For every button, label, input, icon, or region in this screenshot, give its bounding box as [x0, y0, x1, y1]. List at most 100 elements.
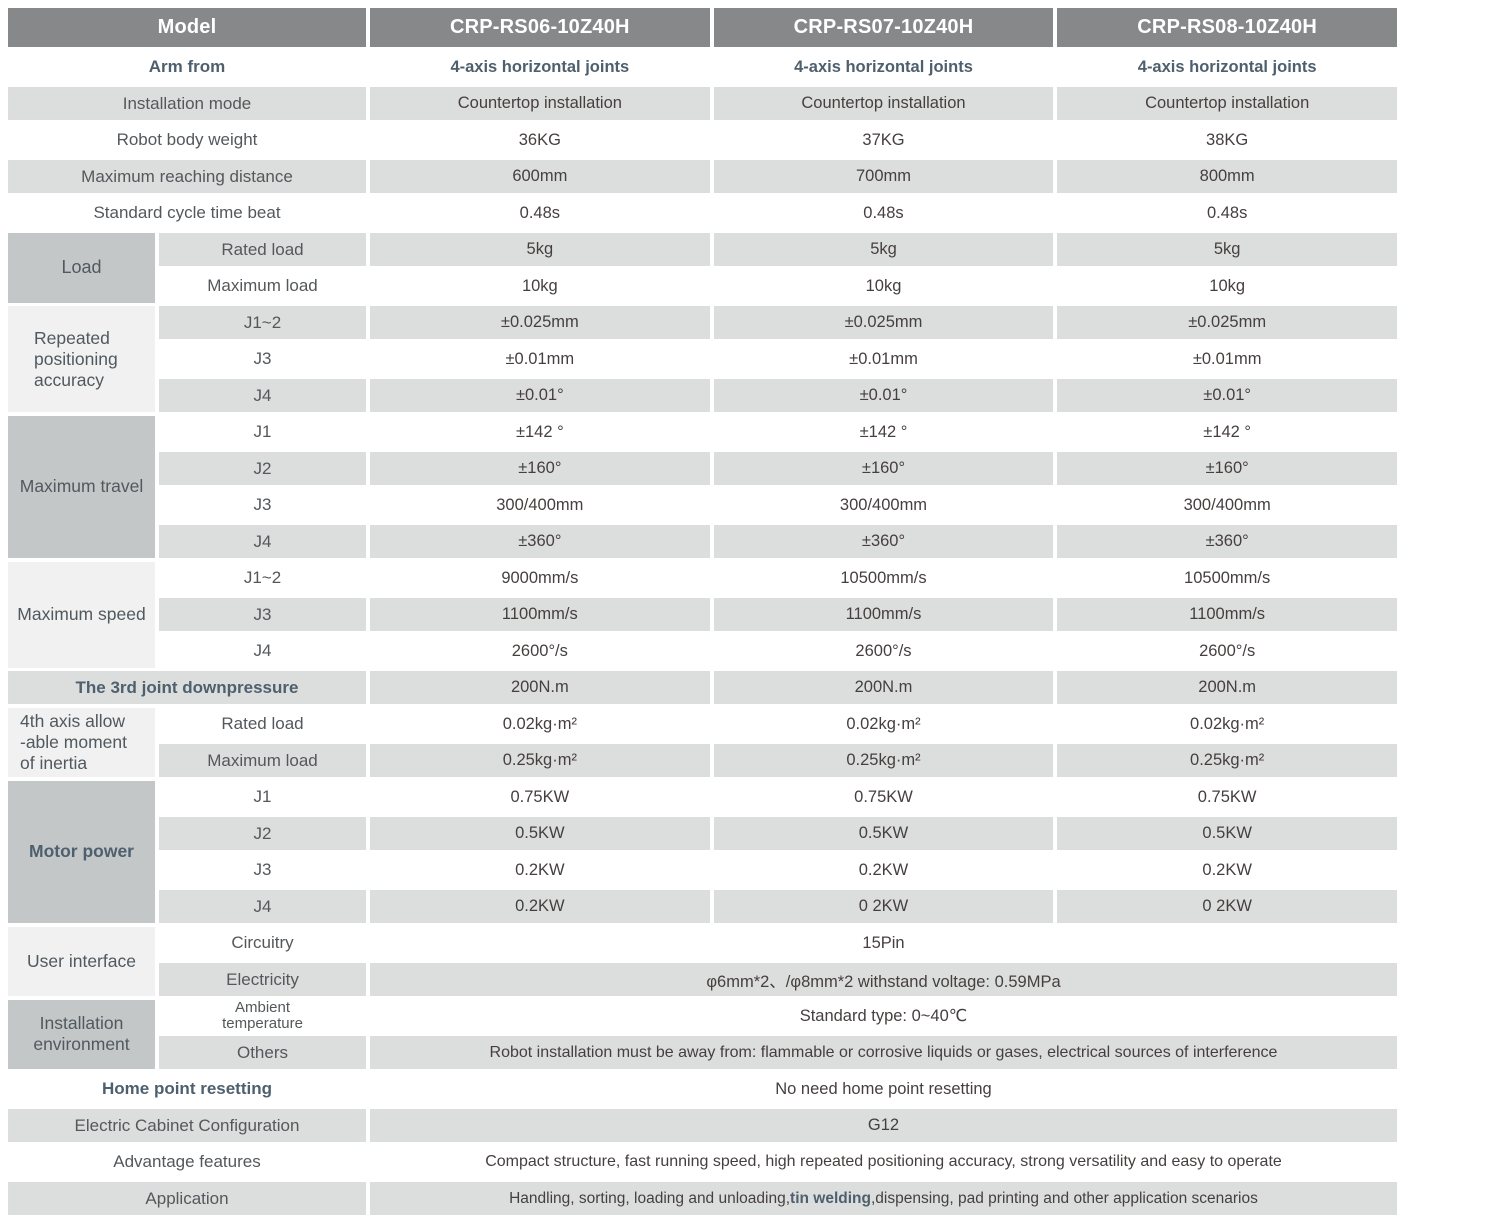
row-label-application: Application — [8, 1182, 366, 1215]
row-label-cabinet: Electric Cabinet Configuration — [8, 1109, 366, 1142]
cell-rated-load-1: 5kg — [370, 233, 710, 266]
cell-speed-j3-2: 1100mm/s — [713, 598, 1054, 631]
cell-accuracy-j4-2: ±0.01° — [713, 379, 1054, 412]
cell-cabinet-value: G12 — [370, 1109, 1397, 1142]
cell-cycle-3: 0.48s — [1206, 203, 1248, 222]
sub-label-travel-j1: J1 — [253, 422, 272, 441]
application-text-post: ,dispensing, pad printing and other appl… — [870, 1189, 1258, 1207]
cell-arm-from-1: 4-axis horizontal joints — [450, 57, 630, 76]
cell-travel-j1-1: ±142 ° — [515, 422, 564, 441]
cell-motor-j1-2: 0.75KW — [854, 787, 913, 806]
sub-label-speed-j12: J1~2 — [243, 568, 282, 587]
cell-installation-mode-2: Countertop installation — [713, 87, 1054, 120]
cell-accuracy-j3-2: ±0.01mm — [849, 349, 918, 368]
sub-label-inertia-max: Maximum load — [159, 744, 366, 777]
group-label-load: Load — [8, 233, 155, 303]
cell-travel-j2-2: ±160° — [713, 452, 1054, 485]
group-label-motor-power: Motor power — [8, 780, 155, 923]
row-label-home-point: Home point resetting — [101, 1079, 272, 1098]
cell-downpressure-3: 200N.m — [1057, 671, 1397, 704]
cell-motor-j2-2: 0.5KW — [713, 817, 1054, 850]
model-name-1: CRP-RS06-10Z40H — [370, 8, 710, 47]
cell-accuracy-j4-1: ±0.01° — [370, 379, 710, 412]
row-label-advantage: Advantage features — [113, 1152, 261, 1171]
sub-label-rated-load: Rated load — [159, 233, 366, 266]
cell-arm-from-2: 4-axis horizontal joints — [794, 57, 973, 76]
cell-speed-j12-2: 10500mm/s — [840, 568, 927, 587]
sub-label-others: Others — [159, 1036, 366, 1069]
cell-others-value: Robot installation must be away from: fl… — [370, 1036, 1397, 1069]
cell-accuracy-j12-1: ±0.025mm — [370, 306, 710, 339]
sub-label-ambient-temperature: Ambient temperature — [222, 999, 303, 1032]
group-label-speed: Maximum speed — [8, 561, 155, 668]
cell-application-value: Handling, sorting, loading and unloading… — [370, 1182, 1397, 1215]
cell-motor-j3-3: 0.2KW — [1202, 860, 1252, 879]
group-label-travel: Maximum travel — [8, 415, 155, 558]
cell-ambient-temperature-value: Standard type: 0~40℃ — [799, 1007, 968, 1025]
cell-travel-j2-1: ±160° — [370, 452, 710, 485]
cell-travel-j4-3: ±360° — [1057, 525, 1397, 558]
row-label-arm-from: Arm from — [148, 57, 226, 76]
model-name-2: CRP-RS07-10Z40H — [713, 8, 1054, 47]
sub-label-maximum-load: Maximum load — [207, 276, 318, 295]
cell-accuracy-j12-2: ±0.025mm — [713, 306, 1054, 339]
cell-speed-j4-1: 2600°/s — [511, 641, 568, 660]
cell-accuracy-j4-3: ±0.01° — [1057, 379, 1397, 412]
cell-inertia-rated-1: 0.02kg·m² — [502, 714, 577, 733]
cell-speed-j12-1: 9000mm/s — [501, 568, 579, 587]
sub-label-motor-j2: J2 — [159, 817, 366, 850]
cell-electricity-value: φ6mm*2、/φ8mm*2 withstand voltage: 0.59MP… — [370, 963, 1397, 996]
group-label-user-interface: User interface — [8, 926, 155, 996]
cell-arm-from-3: 4-axis horizontal joints — [1137, 57, 1317, 76]
row-label-installation-mode: Installation mode — [8, 87, 366, 120]
cell-motor-j3-1: 0.2KW — [515, 860, 565, 879]
cell-rated-load-3: 5kg — [1057, 233, 1397, 266]
sub-label-speed-j4: J4 — [253, 641, 272, 660]
cell-motor-j4-1: 0.2KW — [370, 890, 710, 923]
cell-travel-j3-2: 300/400mm — [839, 495, 928, 514]
cell-installation-mode-3: Countertop installation — [1057, 87, 1397, 120]
cell-circuitry-value: 15Pin — [862, 933, 905, 952]
cell-motor-j3-2: 0.2KW — [858, 860, 909, 879]
application-text-pre: Handling, sorting, loading and unloading… — [509, 1189, 791, 1207]
group-label-inertia: 4th axis allow -able moment of inertia — [8, 707, 155, 777]
cell-downpressure-1: 200N.m — [370, 671, 710, 704]
cell-reach-1: 600mm — [370, 160, 710, 193]
sub-label-accuracy-j4: J4 — [159, 379, 366, 412]
cell-body-weight-1: 36KG — [518, 130, 561, 149]
cell-speed-j3-1: 1100mm/s — [370, 598, 710, 631]
sub-label-motor-j4: J4 — [159, 890, 366, 923]
sub-label-inertia-rated: Rated load — [221, 714, 304, 733]
cell-inertia-max-3: 0.25kg·m² — [1057, 744, 1397, 777]
cell-rated-load-2: 5kg — [713, 233, 1054, 266]
cell-max-load-2: 10kg — [865, 276, 902, 295]
cell-accuracy-j12-3: ±0.025mm — [1057, 306, 1397, 339]
sub-label-electricity: Electricity — [159, 963, 366, 996]
cell-speed-j12-3: 10500mm/s — [1184, 568, 1271, 587]
group-label-accuracy: Repeated positioning accuracy — [8, 306, 155, 412]
cell-travel-j4-2: ±360° — [713, 525, 1054, 558]
table-header-model: Model — [8, 8, 366, 47]
cell-cycle-1: 0.48s — [519, 203, 561, 222]
sub-label-speed-j3: J3 — [159, 598, 366, 631]
sub-label-accuracy-j3: J3 — [253, 349, 272, 368]
row-label-robot-body-weight: Robot body weight — [116, 130, 258, 149]
sub-label-travel-j3: J3 — [253, 495, 272, 514]
application-text-bold: tin welding — [790, 1189, 871, 1207]
row-label-cycle-time: Standard cycle time beat — [93, 203, 281, 222]
cell-reach-3: 800mm — [1057, 160, 1397, 193]
cell-speed-j3-3: 1100mm/s — [1057, 598, 1397, 631]
cell-travel-j4-1: ±360° — [370, 525, 710, 558]
cell-installation-mode-1: Countertop installation — [370, 87, 710, 120]
cell-motor-j4-3: 0 2KW — [1057, 890, 1397, 923]
sub-label-accuracy-j12: J1~2 — [159, 306, 366, 339]
cell-max-load-3: 10kg — [1209, 276, 1246, 295]
cell-body-weight-3: 38KG — [1206, 130, 1249, 149]
cell-travel-j1-3: ±142 ° — [1203, 422, 1252, 441]
cell-motor-j2-3: 0.5KW — [1057, 817, 1397, 850]
cell-motor-j1-1: 0.75KW — [510, 787, 570, 806]
cell-inertia-rated-2: 0.02kg·m² — [846, 714, 921, 733]
sub-label-circuitry: Circuitry — [231, 933, 294, 952]
cell-home-point-value: No need home point resetting — [775, 1079, 992, 1098]
cell-speed-j4-3: 2600°/s — [1199, 641, 1256, 660]
